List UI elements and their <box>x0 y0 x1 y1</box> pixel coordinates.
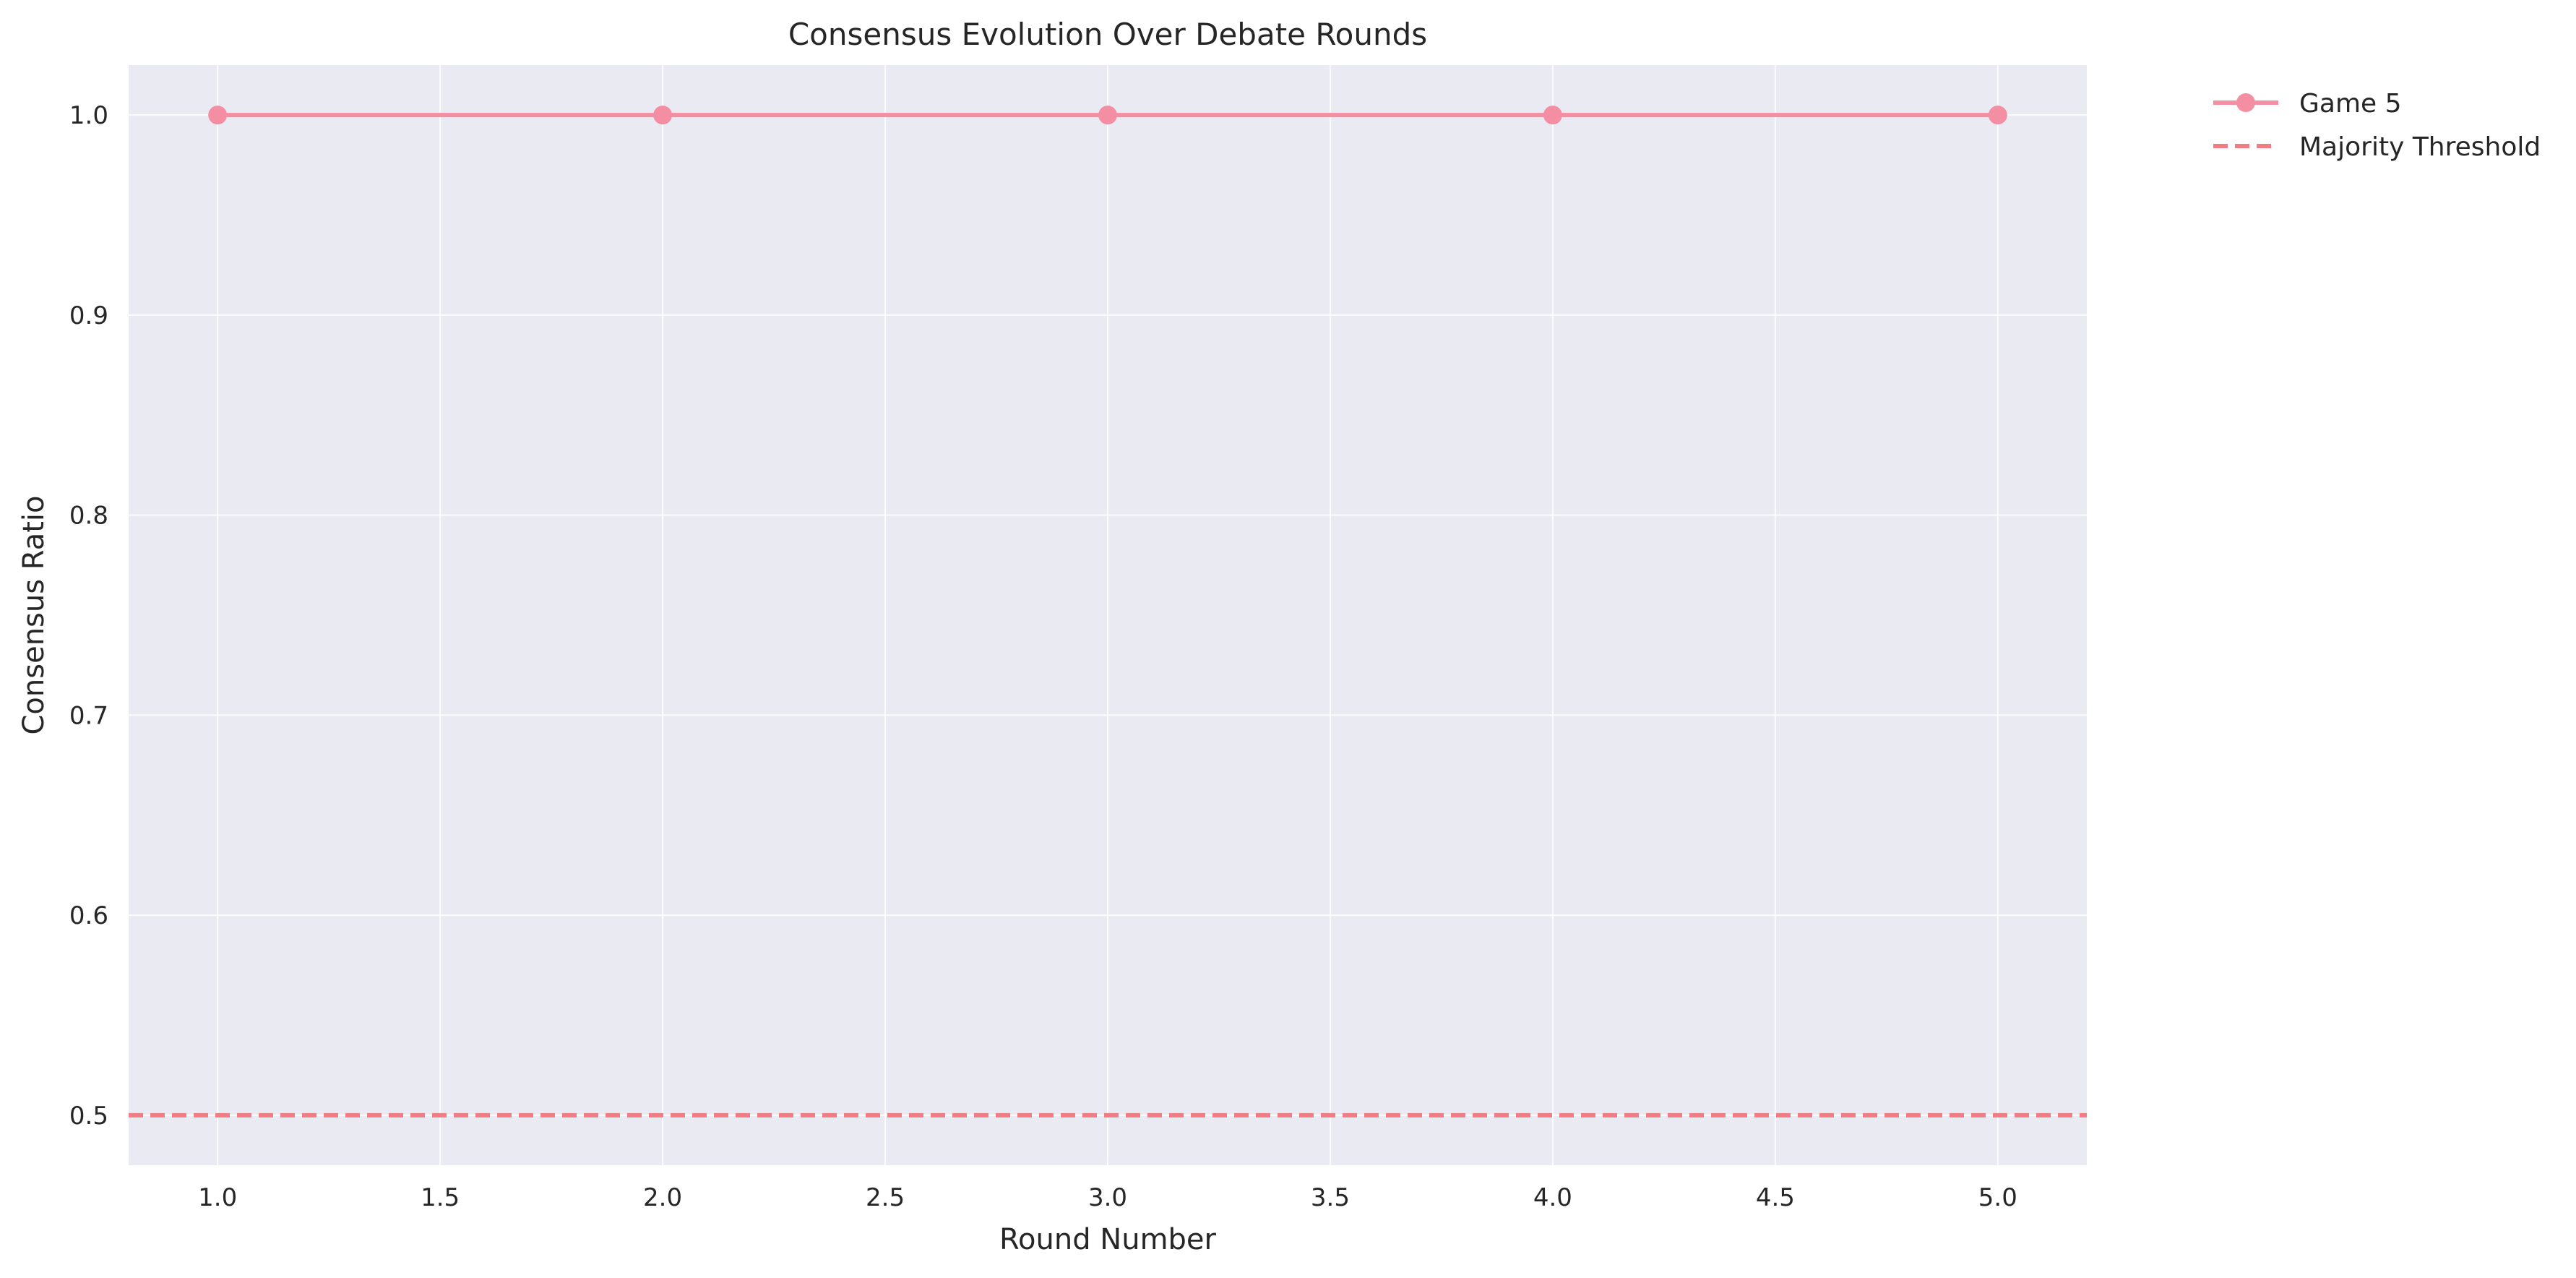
y-tick-label: 1.0 <box>69 101 108 130</box>
legend: Game 5 Majority Threshold <box>2213 89 2541 162</box>
y-axis-label: Consensus Ratio <box>17 496 51 735</box>
chart-title: Consensus Evolution Over Debate Rounds <box>788 17 1427 52</box>
x-tick-label: 1.5 <box>421 1183 460 1212</box>
legend-label-game-5: Game 5 <box>2299 89 2402 119</box>
x-tick-label: 5.0 <box>1978 1183 2017 1212</box>
data-point <box>1988 106 2007 125</box>
x-tick-label: 3.5 <box>1311 1183 1350 1212</box>
data-point <box>1098 106 1117 125</box>
x-tick-label: 4.0 <box>1533 1183 1572 1212</box>
x-tick-label: 2.5 <box>866 1183 905 1212</box>
y-tick-label: 0.6 <box>69 901 108 930</box>
x-axis-label: Round Number <box>999 1223 1217 1256</box>
legend-label-majority-threshold: Majority Threshold <box>2299 132 2541 162</box>
y-tick-label: 0.5 <box>69 1102 108 1131</box>
data-point <box>653 106 673 125</box>
x-tick-label: 4.5 <box>1756 1183 1795 1212</box>
data-point <box>1543 106 1562 125</box>
x-tick-label: 2.0 <box>643 1183 682 1212</box>
data-layer <box>129 106 2087 1118</box>
x-tick-labels: 1.0 1.5 2.0 2.5 3.0 3.5 4.0 4.5 5.0 <box>198 1183 2017 1212</box>
legend-marker-game-5 <box>2236 93 2255 112</box>
y-tick-label: 0.9 <box>69 301 108 330</box>
x-tick-label: 1.0 <box>198 1183 237 1212</box>
y-tick-label: 0.7 <box>69 701 108 730</box>
y-tick-labels: 0.5 0.6 0.7 0.8 0.9 1.0 <box>69 101 108 1131</box>
data-point <box>208 106 228 125</box>
y-tick-label: 0.8 <box>69 502 108 531</box>
x-tick-label: 3.0 <box>1088 1183 1127 1212</box>
